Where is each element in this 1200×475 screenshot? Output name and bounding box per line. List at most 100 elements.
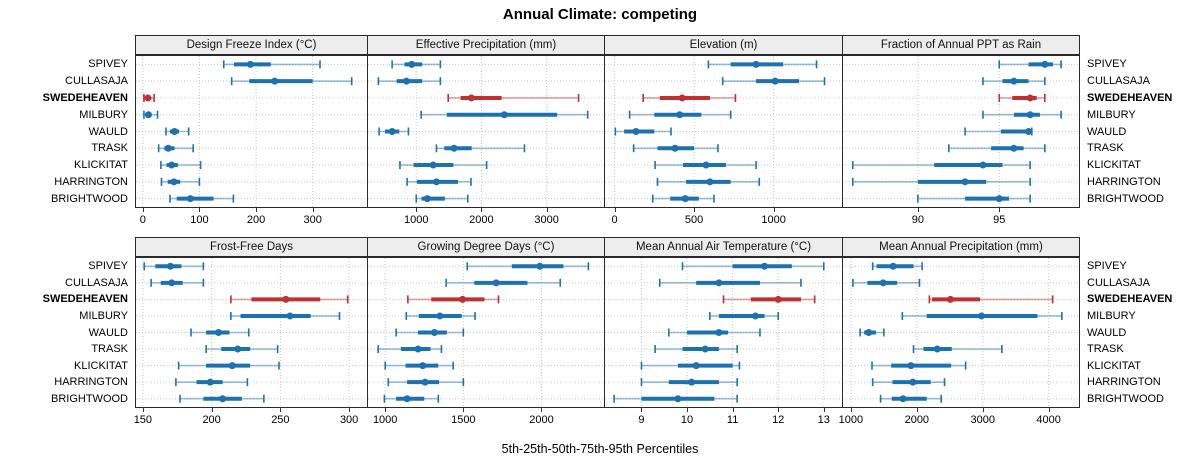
series-trask <box>157 144 194 153</box>
median-dot <box>681 195 689 203</box>
site-label-right-klickitat: KLICKITAT <box>1087 159 1141 172</box>
site-label-left-spivey: SPIVEY <box>88 260 128 273</box>
series-milbury <box>628 110 732 119</box>
median-dot <box>688 378 696 386</box>
median-dot <box>171 128 178 135</box>
site-label-left-brightwood: BRIGHTWOOD <box>51 192 128 205</box>
series-cullasaja <box>982 77 1046 86</box>
panel-strip-design-freeze-index-c: Design Freeze Index (°C) <box>135 35 368 55</box>
median-dot <box>206 378 214 386</box>
site-label-left-spivey: SPIVEY <box>88 58 128 71</box>
site-label-left-trask: TRASK <box>91 142 128 155</box>
site-label-right-cullasaja: CULLASAJA <box>1087 75 1150 88</box>
median-dot <box>429 161 437 169</box>
median-dot <box>702 161 710 169</box>
median-dot <box>715 329 723 336</box>
series-klickitat <box>177 361 280 370</box>
series-brightwood <box>879 394 943 403</box>
series-wauld <box>668 328 761 337</box>
median-dot <box>430 329 438 336</box>
series-klickitat <box>871 361 967 370</box>
axis-tick <box>694 208 696 212</box>
site-label-right-swedeheaven: SWEDEHEAVEN <box>1087 91 1173 104</box>
panel-mean-annual-air-temperature-c <box>604 257 843 408</box>
axis-tick <box>349 408 351 412</box>
median-dot <box>388 128 396 135</box>
median-dot <box>166 262 174 270</box>
site-label-right-wauld: WAULD <box>1087 326 1127 339</box>
site-label-left-harrington: HARRINGTON <box>54 175 128 188</box>
site-label-right-harrington: HARRINGTON <box>1087 175 1161 188</box>
median-dot <box>977 312 985 320</box>
median-dot <box>889 262 897 270</box>
series-milbury <box>230 311 341 320</box>
panel-strip-growing-degree-days-c: Growing Degree Days (°C) <box>367 237 605 257</box>
site-label-right-spivey: SPIVEY <box>1087 260 1127 273</box>
axis-tick <box>280 408 282 412</box>
series-klickitat <box>851 161 1031 170</box>
median-dot <box>402 77 410 85</box>
site-label-left-cullasaja: CULLASAJA <box>65 75 128 88</box>
series-cullasaja <box>658 278 802 287</box>
site-label-left-cullasaja: CULLASAJA <box>65 276 128 289</box>
median-dot <box>933 345 941 353</box>
series-brightwood <box>415 194 469 203</box>
panel-canvas-mean-annual-air-temperature-c <box>605 258 842 407</box>
median-dot <box>164 144 172 152</box>
median-dot <box>678 94 686 102</box>
axis-tick <box>641 408 643 412</box>
series-milbury <box>405 311 476 320</box>
axis-tick-label: 250 <box>271 414 290 426</box>
site-label-right-brightwood: BRIGHTWOOD <box>1087 392 1164 405</box>
axis-tick <box>142 208 144 212</box>
median-dot <box>144 111 152 119</box>
axis-tick-label: 1000 <box>838 414 864 426</box>
axis-tick-label: 90 <box>911 214 924 226</box>
axis-tick-label: 2000 <box>529 414 554 426</box>
series-swedeheaven <box>928 295 1054 304</box>
series-spivey <box>681 262 825 271</box>
panel-canvas-effective-precipitation-mm <box>368 56 604 207</box>
panel-frost-free-days <box>135 257 368 408</box>
axis-tick-label: 3000 <box>970 414 995 426</box>
panel-growing-degree-days-c <box>367 257 605 408</box>
series-trask <box>435 144 526 153</box>
median-dot <box>271 77 279 85</box>
series-spivey <box>998 60 1062 69</box>
site-label-right-trask: TRASK <box>1087 142 1124 155</box>
median-dot <box>436 312 444 320</box>
median-dot <box>692 362 700 370</box>
series-wauld <box>964 127 1033 136</box>
axis-tick <box>312 208 314 212</box>
site-label-right-klickitat: KLICKITAT <box>1087 359 1141 372</box>
series-wauld <box>859 328 885 337</box>
series-brightwood <box>651 194 715 203</box>
median-dot <box>423 195 431 203</box>
series-harrington <box>406 177 472 186</box>
median-dot <box>408 60 416 68</box>
axis-tick <box>823 408 825 412</box>
series-cullasaja <box>852 278 921 287</box>
series-milbury <box>982 110 1062 119</box>
series-harrington <box>851 177 1031 186</box>
series-spivey <box>391 60 442 69</box>
axis-tick-label: 13 <box>817 414 830 426</box>
series-milbury <box>709 311 779 320</box>
axis-tick <box>541 408 543 412</box>
axis-tick-label: 0 <box>139 214 146 226</box>
median-dot <box>909 378 917 386</box>
median-dot <box>228 362 236 370</box>
axis-tick <box>546 208 548 212</box>
panel-canvas-mean-annual-precipitation-mm <box>843 258 1079 407</box>
panel-canvas-fraction-of-annual-ppt-as-rain <box>843 56 1079 207</box>
series-klickitat <box>160 161 202 170</box>
axis-tick-label: 1000 <box>403 214 429 226</box>
series-trask <box>912 345 1003 354</box>
series-trask <box>947 144 1046 153</box>
site-label-right-wauld: WAULD <box>1087 125 1127 138</box>
median-dot <box>701 345 709 353</box>
series-trask <box>632 144 719 153</box>
series-milbury <box>420 110 589 119</box>
median-dot <box>168 279 176 287</box>
